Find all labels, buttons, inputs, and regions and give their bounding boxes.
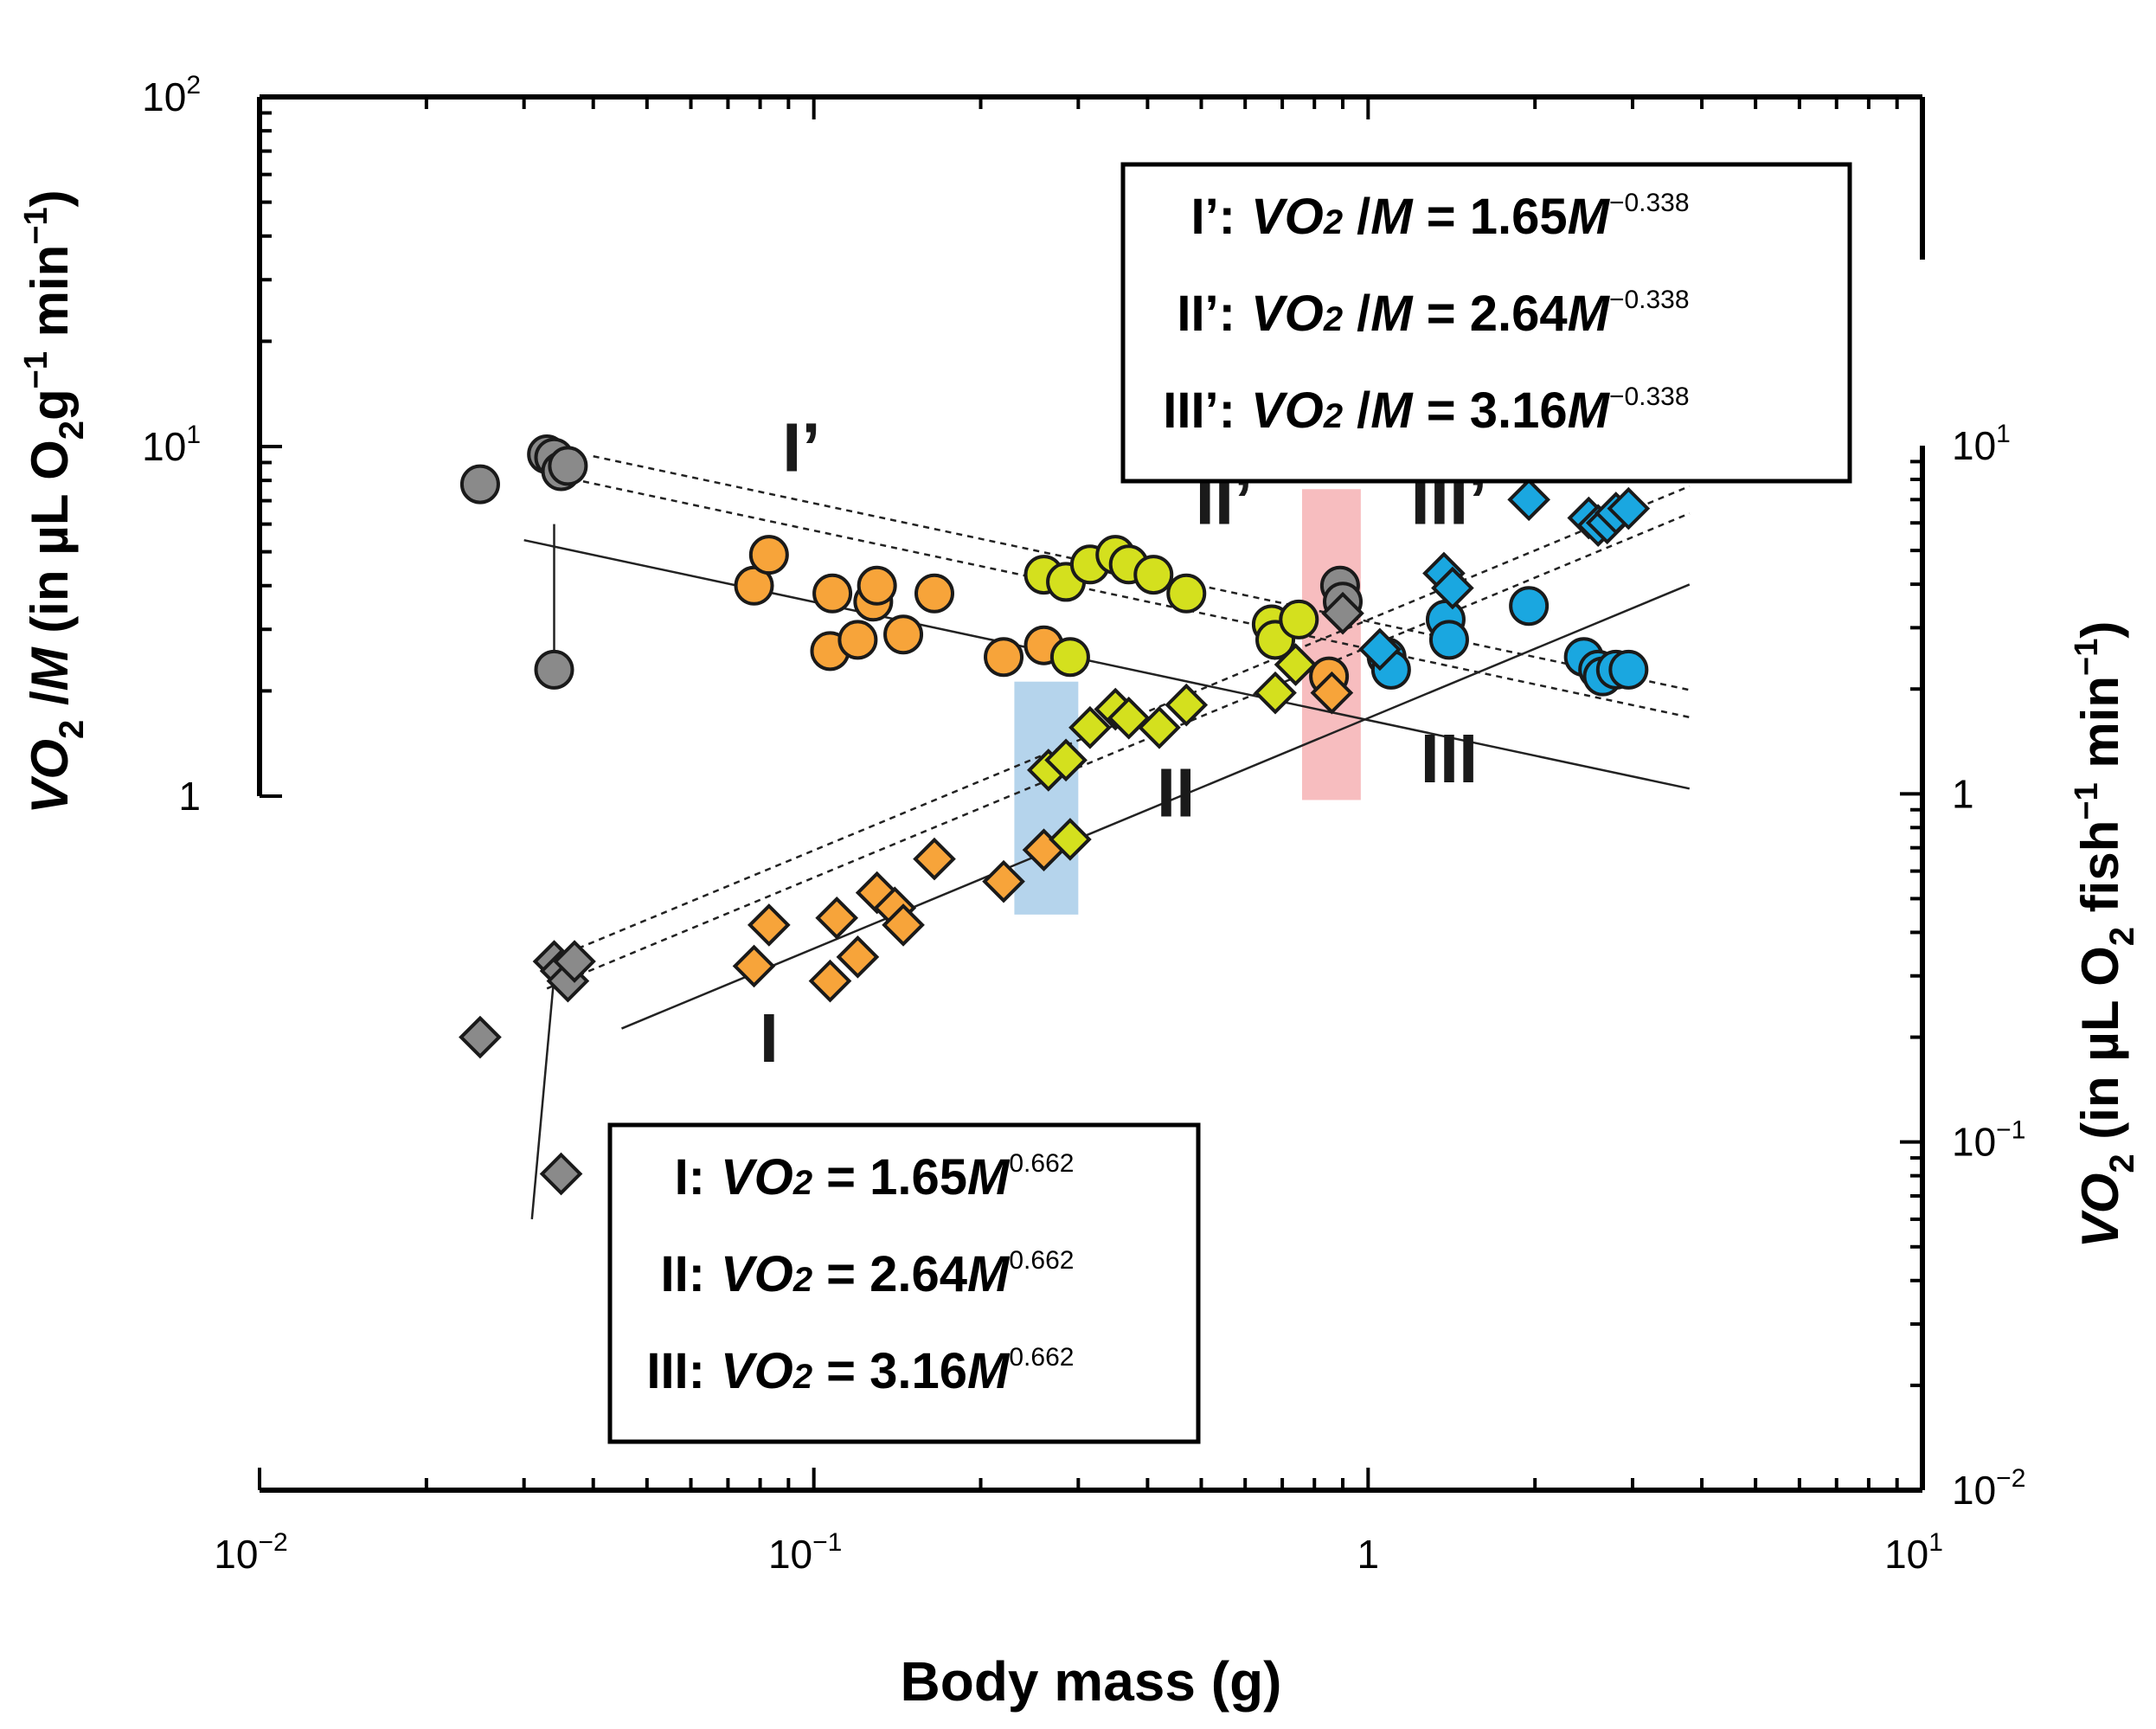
point-circle-yellow bbox=[1133, 555, 1174, 595]
point-circle-orange bbox=[883, 614, 924, 655]
point-circle-gray bbox=[459, 464, 500, 505]
legend-bottom-row-equation: VO2 = 3.16M0.662 bbox=[721, 1343, 1074, 1399]
right-y-tick-label: 10−1 bbox=[1952, 1116, 2025, 1165]
point-diamond-blue bbox=[1431, 566, 1474, 610]
legend-top-box bbox=[1120, 162, 1852, 484]
point-circle-blue bbox=[1428, 620, 1469, 660]
legend-bottom-box bbox=[607, 1122, 1201, 1444]
point-diamond-yellow bbox=[1165, 683, 1209, 727]
point-diamond-yellow bbox=[1049, 818, 1092, 861]
legend-bottom-row-label: I: bbox=[675, 1149, 705, 1205]
fit-line-Ip bbox=[523, 538, 1691, 790]
point-circle-blue bbox=[1509, 586, 1550, 627]
point-circle-orange bbox=[812, 573, 853, 614]
point-diamond-gray_red bbox=[1321, 591, 1364, 635]
legend-bottom-row-equation: VO2 = 2.64M0.662 bbox=[721, 1246, 1074, 1302]
legend-top-row-equation: VO2 /M = 1.65M−0.338 bbox=[1251, 189, 1690, 245]
legend-top-row-label: III’: bbox=[1163, 382, 1235, 439]
left-y-axis-title: VO2​ /M (in µL O2​g−1​ min−1​) bbox=[18, 190, 91, 813]
point-diamond-blue bbox=[1507, 478, 1550, 522]
group-label: III bbox=[1421, 720, 1479, 797]
data-points bbox=[459, 434, 1651, 1196]
group-label: I bbox=[760, 999, 779, 1077]
point-diamond-orange_red bbox=[1310, 671, 1354, 715]
x-tick-label: 1 bbox=[1357, 1532, 1380, 1577]
point-diamond-yellow bbox=[1044, 738, 1088, 782]
legend-bottom-row-label: III: bbox=[646, 1343, 705, 1399]
fit-lines bbox=[523, 455, 1691, 1220]
equation-legends: I’: VO2 /M = 1.65M−0.338 II’: VO2 /M = 2.64… bbox=[607, 162, 1852, 1444]
legend-top-row-equation: VO2 /M = 2.64M−0.338 bbox=[1251, 286, 1690, 342]
point-diamond-gray bbox=[539, 1152, 583, 1196]
left-y-tick-label: 101 bbox=[142, 421, 201, 469]
group-label: II bbox=[1157, 755, 1195, 832]
point-diamond-orange bbox=[732, 944, 776, 988]
point-circle-blue bbox=[1608, 649, 1649, 690]
gray-connector-line bbox=[530, 975, 555, 1220]
right-y-tick-label: 10−2 bbox=[1952, 1464, 2025, 1513]
point-circle-yellow bbox=[1049, 637, 1090, 678]
point-diamond-gray bbox=[459, 1015, 502, 1059]
point-circle-orange bbox=[857, 565, 897, 606]
legend-top-row-label: I’: bbox=[1190, 189, 1235, 245]
point-diamond-yellow bbox=[1138, 705, 1181, 749]
point-circle-orange bbox=[914, 573, 955, 614]
group-label: I’ bbox=[782, 409, 820, 486]
point-diamond-gray bbox=[553, 940, 596, 983]
band-red bbox=[1301, 489, 1361, 800]
legend-bottom-row-label: II: bbox=[660, 1246, 705, 1302]
x-tick-label: 10−2 bbox=[214, 1528, 287, 1577]
point-diamond-orange bbox=[982, 859, 1025, 903]
band-blue bbox=[1014, 681, 1079, 915]
point-diamond-orange bbox=[808, 959, 852, 1003]
fit-line-I bbox=[621, 583, 1691, 1030]
point-diamond-yellow bbox=[1068, 705, 1112, 749]
x-axis-title: Body mass (g) bbox=[901, 1650, 1282, 1713]
fit-line-IIIp bbox=[593, 455, 1691, 691]
x-tick-label: 10−1 bbox=[768, 1528, 842, 1577]
point-diamond-orange bbox=[913, 837, 956, 881]
left-y-tick-label: 1 bbox=[178, 774, 201, 819]
right-y-axis-title: VO2​ (in µL O2​ fish−1​ min−1​) bbox=[2069, 621, 2141, 1249]
point-circle-orange bbox=[984, 637, 1024, 678]
point-diamond-orange bbox=[836, 935, 880, 979]
point-diamond-yellow bbox=[1254, 671, 1297, 715]
point-circle-gray bbox=[548, 446, 588, 486]
right-y-tick-label: 1 bbox=[1952, 771, 1974, 816]
right-y-tick-label: 101 bbox=[1952, 420, 2011, 468]
highlight-bands bbox=[1014, 489, 1361, 915]
x-tick-label: 101 bbox=[1884, 1528, 1943, 1577]
point-diamond-orange bbox=[882, 903, 925, 947]
legend-top-row-equation: VO2 /M = 3.16M−0.338 bbox=[1251, 382, 1690, 439]
point-diamond-blue bbox=[1607, 486, 1651, 530]
point-circle-orange bbox=[837, 620, 878, 660]
point-circle-gray bbox=[534, 649, 574, 690]
point-circle-yellow bbox=[1166, 573, 1207, 614]
left-y-tick-label: 102 bbox=[142, 71, 201, 119]
axes: 10−2 10−1 1 101 1 101 102 10−2 10−1 1 101 Body mass… bbox=[18, 71, 2141, 1713]
legend-top-row-label: II’: bbox=[1177, 286, 1235, 342]
point-diamond-orange bbox=[747, 903, 791, 947]
point-diamond-blue bbox=[1358, 627, 1402, 672]
point-diamond-orange bbox=[815, 896, 859, 940]
group-labels: I’II’ III’III III bbox=[760, 409, 1488, 1077]
point-circle-orange bbox=[748, 535, 789, 575]
legend-bottom-row-equation: VO2 = 1.65M0.662 bbox=[721, 1149, 1074, 1205]
point-diamond-yellow bbox=[1274, 643, 1318, 686]
fit-line-IIp bbox=[561, 475, 1691, 719]
fit-line-II bbox=[546, 512, 1691, 990]
point-circle-yellow bbox=[1279, 599, 1319, 640]
